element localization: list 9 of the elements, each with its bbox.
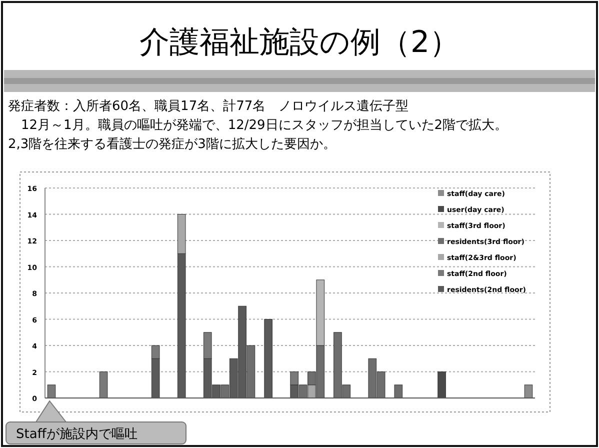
chart-title: 介護福祉施設の例（2） [139,25,460,60]
text: 12月～1月。職員の嘔吐が発端で、12/29日にスタッフが担当していた2階で拡大。 [21,118,508,133]
bar [47,384,56,398]
bar [524,384,533,398]
text: 発症者数：入所者60名、職員17名、計77名 ノロウイルス遺伝子型 [8,99,409,114]
text: 2,3階を往来する看護士の発症が3階に拡大した要因か。 [8,137,336,152]
text: Staffが施設内で嘔吐 [16,427,138,442]
bar [99,372,108,398]
bar [394,384,403,398]
